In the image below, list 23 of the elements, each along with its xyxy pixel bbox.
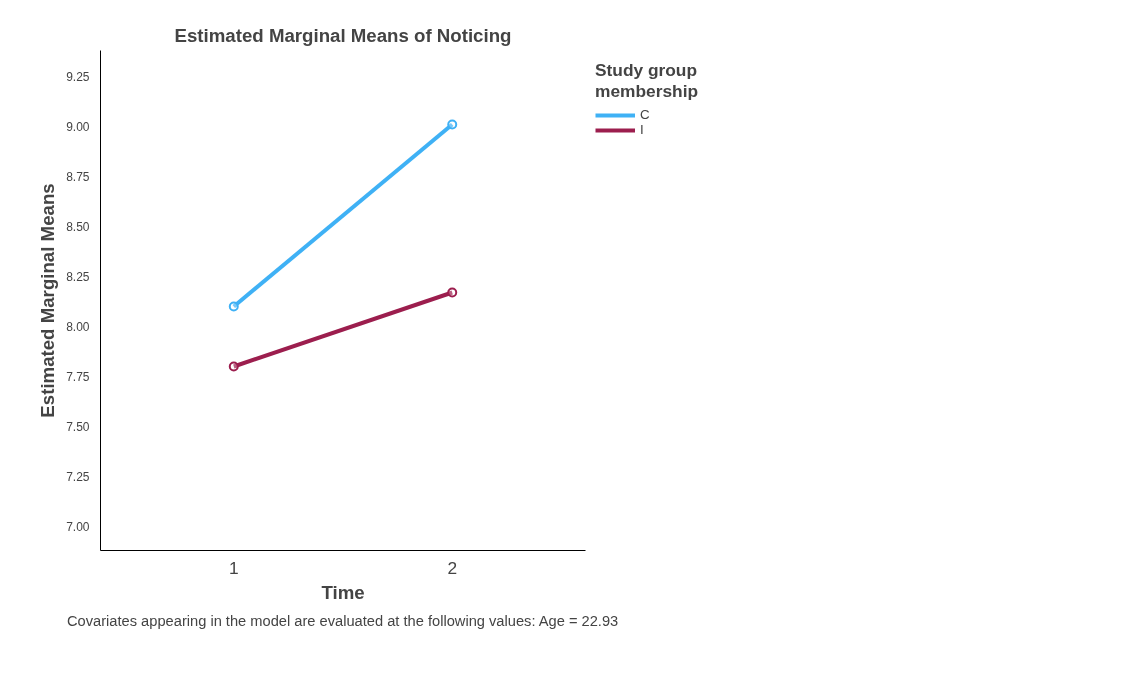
x-tick-label: 2 [447,557,458,578]
legend-title: Study group membership [595,60,699,102]
y-tick-label: 8.50 [66,220,90,234]
y-tick-label: 9.00 [66,120,90,134]
y-axis-title: Estimated Marginal Means [37,183,59,418]
point [447,119,458,130]
y-tick-label: 7.50 [66,420,90,434]
point [447,287,458,298]
x-tick-label: 1 [228,557,239,578]
legend-label: I [640,122,645,137]
point [228,301,239,312]
y-tick-label: 8.25 [66,270,90,284]
y-tick-label: 7.25 [66,470,90,484]
y-tick-label: 7.00 [66,520,90,534]
text: Covariates appearing in the model are evaluated at the following values: Age = 22.93 [67,612,619,629]
chart-title: Estimated Marginal Means of Noticing [174,24,512,46]
x-axis-title: Time [321,581,365,603]
legend-label: C [640,107,651,122]
y-tick-label: 9.25 [66,70,90,84]
point [228,361,239,372]
y-tick-label: 7.75 [66,370,90,384]
y-tick-label: 8.00 [66,320,90,334]
y-tick-label: 8.75 [66,170,90,184]
